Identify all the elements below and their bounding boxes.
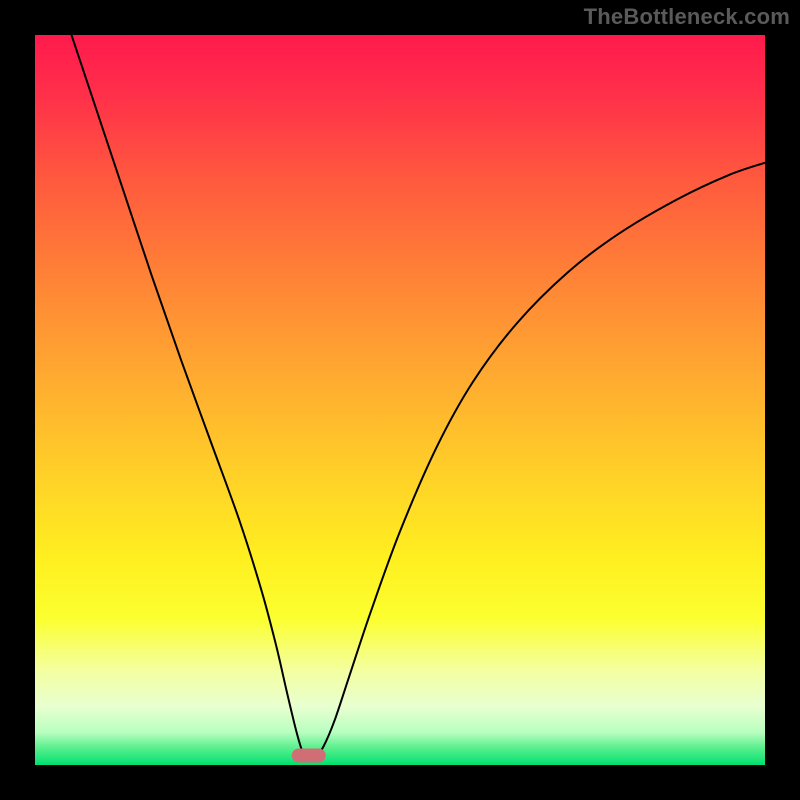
minimum-marker <box>292 749 326 763</box>
gradient-background <box>35 35 765 765</box>
watermark-text: TheBottleneck.com <box>584 4 790 30</box>
bottleneck-chart <box>0 0 800 800</box>
chart-root: { "watermark": { "text": "TheBottleneck.… <box>0 0 800 800</box>
